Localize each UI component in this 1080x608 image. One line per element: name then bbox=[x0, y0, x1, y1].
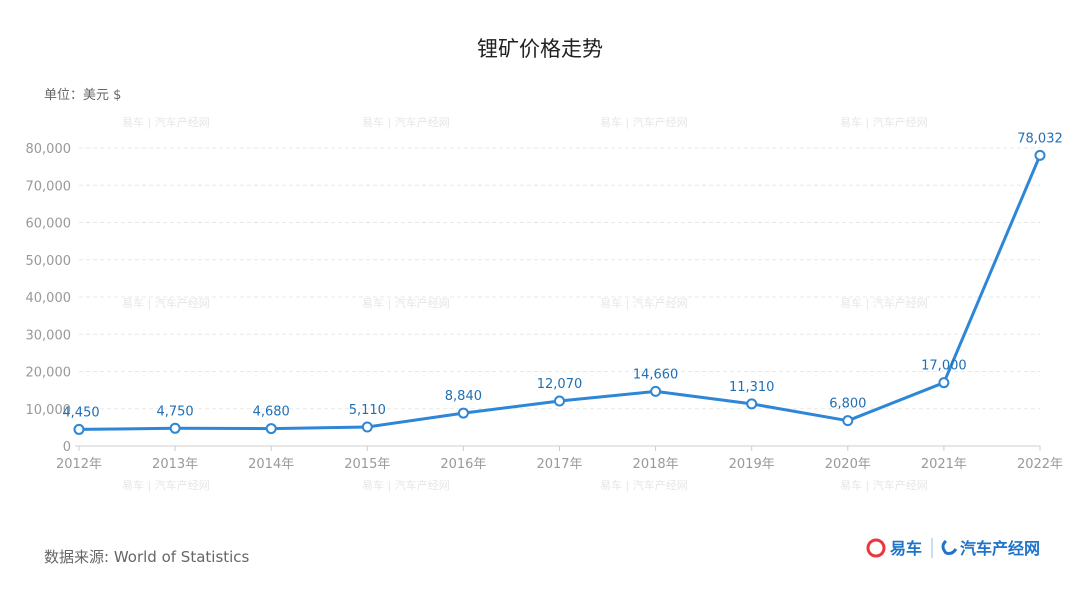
grid-lines bbox=[79, 147, 1040, 410]
x-tick-label: 2016年 bbox=[440, 457, 486, 472]
x-tick-label: 2012年 bbox=[56, 457, 102, 472]
y-tick-label: 60,000 bbox=[26, 217, 72, 232]
logo-yiche-text: 易车 bbox=[890, 539, 922, 558]
x-tick-label: 2013年 bbox=[152, 457, 198, 472]
data-label: 4,450 bbox=[62, 405, 99, 420]
data-point[interactable] bbox=[169, 422, 181, 434]
data-point[interactable] bbox=[938, 377, 950, 389]
data-labels: 4,450 4,750 4,680 5,110 8,840 12,070 14,660 11,… bbox=[62, 131, 1062, 420]
watermark: 易车 | 汽车产经网 bbox=[600, 115, 688, 129]
watermark: 易车 | 汽车产经网 bbox=[122, 296, 210, 310]
x-tick-label: 2020年 bbox=[825, 457, 871, 472]
x-tick-label: 2022年 bbox=[1017, 457, 1063, 472]
x-tick-label: 2021年 bbox=[921, 457, 967, 472]
y-tick-label: 20,000 bbox=[26, 366, 72, 381]
data-label: 12,070 bbox=[537, 377, 583, 392]
watermark: 易车 | 汽车产经网 bbox=[122, 115, 210, 129]
x-axis-ticks: 2012年 2013年 2014年 2015年 2016年 2017年 2018年 2019年… bbox=[56, 446, 1063, 472]
watermark: 易车 | 汽车产经网 bbox=[840, 478, 928, 492]
watermark-layer: 易车 | 汽车产经网 易车 | 汽车产经网 易车 | 汽车产经网 易车 | 汽车产经网… bbox=[122, 115, 928, 492]
data-point[interactable] bbox=[73, 423, 85, 435]
data-point[interactable] bbox=[554, 395, 565, 407]
data-label: 6,800 bbox=[829, 397, 866, 412]
watermark: 易车 | 汽车产经网 bbox=[840, 115, 928, 129]
y-tick-label: 30,000 bbox=[26, 328, 72, 343]
y-tick-label: 50,000 bbox=[26, 254, 72, 269]
data-label: 14,660 bbox=[633, 367, 679, 382]
autonews-logo-icon bbox=[941, 539, 958, 555]
y-tick-label: 80,000 bbox=[26, 142, 72, 157]
watermark: 易车 | 汽车产经网 bbox=[600, 478, 688, 492]
logo-autonews-text: 汽车产经网 bbox=[960, 539, 1040, 558]
watermark: 易车 | 汽车产经网 bbox=[122, 478, 210, 492]
watermark: 易车 | 汽车产经网 bbox=[362, 115, 450, 129]
x-tick-label: 2015年 bbox=[344, 457, 390, 472]
unit-label: 单位：美元 $ bbox=[44, 88, 121, 103]
x-tick-label: 2019年 bbox=[729, 457, 775, 472]
watermark: 易车 | 汽车产经网 bbox=[362, 296, 450, 310]
data-points bbox=[73, 149, 1046, 435]
source-text: 数据来源: World of Statistics bbox=[44, 548, 250, 566]
data-label: 4,680 bbox=[253, 405, 290, 420]
data-label: 11,310 bbox=[729, 380, 775, 395]
chart-title: 锂矿价格走势 bbox=[477, 37, 603, 61]
watermark: 易车 | 汽车产经网 bbox=[600, 296, 688, 310]
data-label: 4,750 bbox=[156, 404, 193, 419]
data-point[interactable] bbox=[842, 415, 854, 427]
footer-logo: 易车 汽车产经网 bbox=[866, 538, 1040, 558]
x-tick-label: 2018年 bbox=[633, 457, 679, 472]
y-axis-ticks: 0 10,000 20,000 30,000 40,000 50,000 60,000 70,… bbox=[26, 142, 72, 455]
y-tick-label: 40,000 bbox=[26, 291, 72, 306]
watermark: 易车 | 汽车产经网 bbox=[362, 478, 450, 492]
data-point[interactable] bbox=[746, 398, 758, 410]
x-tick-label: 2014年 bbox=[248, 457, 294, 472]
data-point[interactable] bbox=[457, 407, 469, 419]
data-label: 5,110 bbox=[349, 403, 386, 418]
data-point[interactable] bbox=[1034, 149, 1046, 161]
y-tick-label: 10,000 bbox=[26, 403, 72, 418]
data-point[interactable] bbox=[361, 421, 373, 433]
data-label: 8,840 bbox=[445, 389, 482, 404]
x-tick-label: 2017年 bbox=[536, 457, 582, 472]
y-tick-label: 0 bbox=[63, 440, 71, 455]
data-label: 17,000 bbox=[921, 359, 967, 374]
y-tick-label: 70,000 bbox=[26, 179, 72, 194]
data-point[interactable] bbox=[650, 385, 662, 397]
data-label: 78,032 bbox=[1017, 131, 1063, 146]
data-point[interactable] bbox=[265, 423, 277, 435]
watermark: 易车 | 汽车产经网 bbox=[840, 296, 928, 310]
yiche-logo-icon bbox=[866, 538, 886, 558]
